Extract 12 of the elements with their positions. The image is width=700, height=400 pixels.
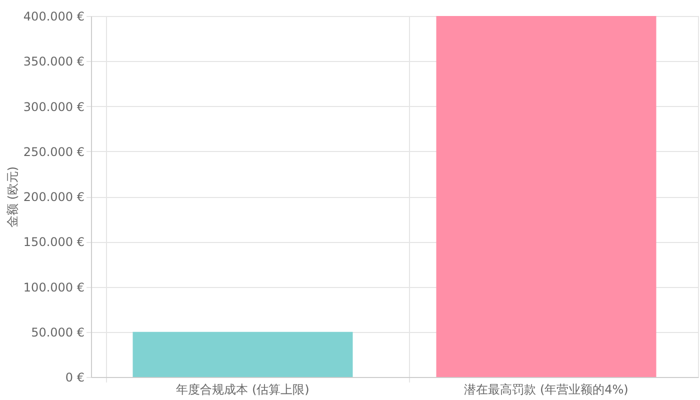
y-tick-label: 200.000 € [23,190,84,204]
y-tick-label: 50.000 € [31,325,84,340]
y-tick-label: 400.000 € [23,10,84,24]
x-tick-label: 年度合规成本 (估算上限) [176,382,310,396]
y-tick-label: 0 € [65,370,84,384]
x-tick-label: 潜在最高罚款 (年营业额的4%) [464,382,628,396]
y-tick-label: 150.000 € [23,235,84,250]
y-tick-label: 100.000 € [23,280,84,294]
y-tick-label: 300.000 € [23,100,84,114]
y-tick-label: 250.000 € [23,144,84,159]
y-axis-title: 金额 (欧元) [5,166,20,228]
y-tick-label: 350.000 € [23,54,84,69]
